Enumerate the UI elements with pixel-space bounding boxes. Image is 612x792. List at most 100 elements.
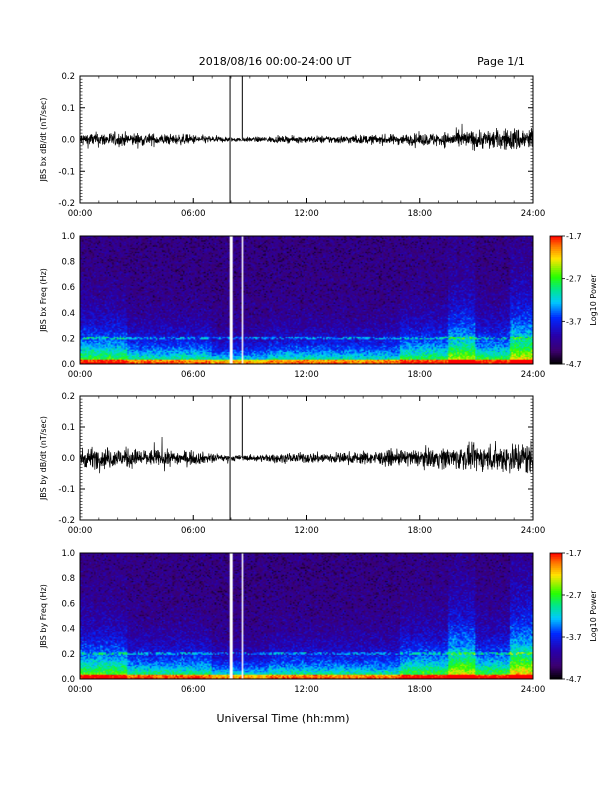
y-tick-label: -0.2 (58, 199, 75, 209)
y-tick-label: 0.6 (61, 599, 75, 609)
colorbar-swatch (550, 595, 562, 598)
colorbar-tick-label: -2.7 (566, 275, 582, 284)
colorbar-swatch (550, 584, 562, 588)
colorbar-swatch (550, 561, 562, 564)
colorbar-swatch (550, 310, 562, 314)
y-tick-label: -0.1 (58, 167, 75, 177)
x-tick-label: 00:00 (68, 209, 93, 219)
y-tick-label: 0.6 (61, 283, 75, 293)
plot-frame-overlay (79, 235, 534, 365)
colorbar-swatch (550, 300, 562, 303)
colorbar-swatch (550, 357, 562, 361)
figure-title: 2018/08/16 00:00-24:00 UT (199, 55, 352, 68)
colorbar-swatch (550, 276, 562, 280)
colorbar-swatch (550, 637, 562, 640)
colorbar-swatch (550, 603, 562, 606)
colorbar-swatch (550, 658, 562, 661)
colorbar-swatch (550, 312, 562, 316)
colorbar-swatch (550, 287, 562, 290)
x-tick-label: 00:00 (68, 685, 93, 695)
colorbar-swatch (550, 332, 562, 335)
x-tick-label: 18:00 (408, 209, 433, 219)
panel-1: 0.2 0.1 0.0 -0.1 -0.200:00 06:00 12:00 18:00 24:… (39, 72, 545, 219)
x-tick-label: 12:00 (294, 370, 319, 380)
colorbar-swatch (550, 342, 562, 346)
y-tick-label: 0.2 (61, 334, 75, 344)
colorbar-tick-label: -4.7 (566, 675, 582, 684)
colorbar-tick-label: -3.7 (566, 317, 582, 326)
colorbar-swatch (550, 626, 562, 630)
colorbar-swatch (550, 323, 562, 327)
colorbar-swatch (550, 263, 562, 267)
colorbar-swatch (550, 613, 562, 617)
colorbar-swatch (550, 586, 562, 590)
colorbar-swatch (550, 361, 562, 365)
colorbar-tick-label: -1.7 (566, 549, 582, 558)
y-tick-label: 0.0 (61, 136, 75, 146)
x-tick-label: 06:00 (181, 526, 206, 536)
colorbar-label: Log10 Power (589, 590, 598, 642)
x-tick-label: 24:00 (521, 526, 546, 536)
series-trace (79, 437, 534, 474)
colorbar-swatch (550, 651, 562, 655)
colorbar-swatch (550, 672, 562, 676)
colorbar-swatch (550, 668, 562, 672)
colorbar-swatch (550, 261, 562, 265)
y-tick-label: 0.0 (61, 360, 75, 370)
colorbar-swatch (550, 238, 562, 241)
colorbar-swatch (550, 353, 562, 356)
colorbar-swatch (550, 308, 562, 312)
colorbar-swatch (550, 242, 562, 246)
colorbar-swatch (550, 664, 562, 667)
colorbar-swatch (550, 643, 562, 646)
colorbar-swatch (550, 278, 562, 282)
colorbar-swatch (550, 295, 562, 299)
colorbar-swatch (550, 641, 562, 644)
colorbar-swatch (550, 246, 562, 250)
panels-group: 0.20.10.0-0.1-0.200:00 06:00 12:00 18:00 24:… (39, 72, 598, 695)
colorbar-swatch (550, 321, 562, 324)
colorbar-swatch (550, 632, 562, 636)
colorbar-swatch (550, 236, 562, 239)
y-tick-label: 0.4 (61, 625, 75, 635)
colorbar-swatch (550, 670, 562, 674)
y-tick-label: 0.8 (61, 574, 75, 584)
colorbar-swatch (550, 253, 562, 256)
colorbar-swatch (550, 244, 562, 248)
colorbar-swatch (550, 270, 562, 273)
colorbar-swatch (550, 240, 562, 243)
x-tick-label: 18:00 (408, 526, 433, 536)
x-tick-label: 24:00 (521, 685, 546, 695)
colorbar-swatch (550, 329, 562, 333)
colorbar-swatch (550, 574, 562, 577)
colorbar-swatch (550, 319, 562, 322)
colorbar-swatch (550, 639, 562, 642)
colorbar-swatch (550, 306, 562, 310)
colorbar-swatch (550, 349, 562, 352)
colorbar-swatch (550, 255, 562, 258)
colorbar-tick-label: -2.7 (566, 591, 582, 600)
colorbar-swatch (550, 653, 562, 657)
y-tick-label: 0.2 (61, 650, 75, 660)
colorbar-swatch (550, 291, 562, 295)
colorbar-swatch (550, 630, 562, 634)
colorbar-swatch (550, 666, 562, 669)
colorbar-swatch (550, 289, 562, 292)
colorbar-swatch (550, 620, 562, 623)
colorbar-swatch (550, 325, 562, 329)
spectrogram-image (80, 553, 533, 679)
colorbar-swatch (550, 580, 562, 583)
colorbar-swatch (550, 628, 562, 632)
y-tick-label: 0.0 (61, 454, 75, 464)
x-axis-title: Universal Time (hh:mm) (217, 712, 350, 725)
colorbar-swatch (550, 590, 562, 594)
colorbar-swatch (550, 259, 562, 263)
y-tick-label: 0.8 (61, 258, 75, 268)
colorbar-swatch (550, 662, 562, 665)
x-tick-label: 24:00 (521, 209, 546, 219)
colorbar-swatch (550, 293, 562, 297)
x-tick-label: 24:00 (521, 370, 546, 380)
colorbar-swatch (550, 676, 562, 680)
colorbar-swatch (550, 340, 562, 344)
